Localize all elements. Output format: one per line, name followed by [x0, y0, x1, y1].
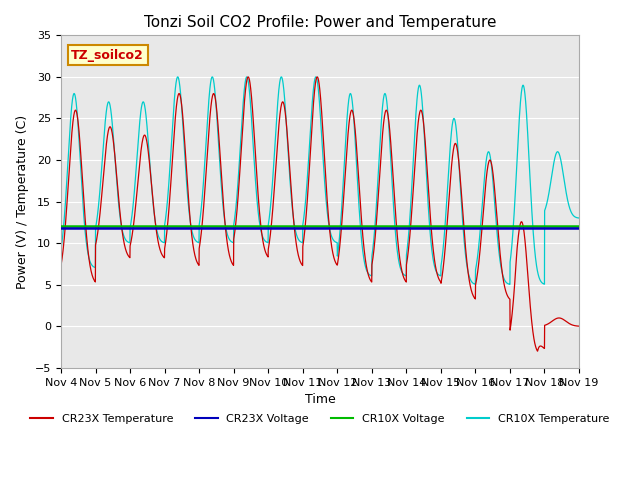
CR10X Voltage: [92, 223, 99, 228]
CR10X Temperature: [174, 74, 182, 80]
CR10X Temperature: [278, 76, 286, 82]
CR23X Temperature: [147, 174, 155, 180]
Title: Tonzi Soil CO2 Profile: Power and Temperature: Tonzi Soil CO2 Profile: Power and Temper…: [144, 15, 496, 30]
CR10X Temperature: [256, 222, 264, 228]
Text: TZ_soilco2: TZ_soilco2: [72, 48, 144, 61]
CR23X Voltage: [57, 225, 65, 231]
CR10X Temperature: [575, 215, 583, 221]
Legend: CR23X Temperature, CR23X Voltage, CR10X Voltage, CR10X Temperature: CR23X Temperature, CR23X Voltage, CR10X …: [26, 410, 614, 429]
CR10X Temperature: [116, 214, 124, 220]
CR10X Temperature: [509, 223, 517, 228]
CR23X Temperature: [509, 300, 517, 305]
Line: CR10X Temperature: CR10X Temperature: [61, 77, 579, 284]
CR23X Temperature: [57, 263, 65, 268]
CR10X Temperature: [506, 281, 514, 287]
CR23X Temperature: [534, 348, 541, 354]
Y-axis label: Power (V) / Temperature (C): Power (V) / Temperature (C): [17, 115, 29, 288]
CR23X Temperature: [278, 99, 286, 105]
X-axis label: Time: Time: [305, 393, 335, 406]
CR10X Temperature: [147, 174, 155, 180]
CR23X Voltage: [92, 225, 99, 231]
CR23X Temperature: [575, 323, 583, 329]
Line: CR23X Temperature: CR23X Temperature: [61, 77, 579, 351]
CR10X Temperature: [565, 204, 573, 209]
CR10X Temperature: [57, 246, 65, 252]
CR23X Temperature: [244, 74, 252, 80]
CR23X Temperature: [256, 213, 264, 218]
CR23X Temperature: [116, 211, 124, 216]
CR10X Voltage: [57, 223, 65, 228]
CR23X Temperature: [565, 321, 573, 326]
